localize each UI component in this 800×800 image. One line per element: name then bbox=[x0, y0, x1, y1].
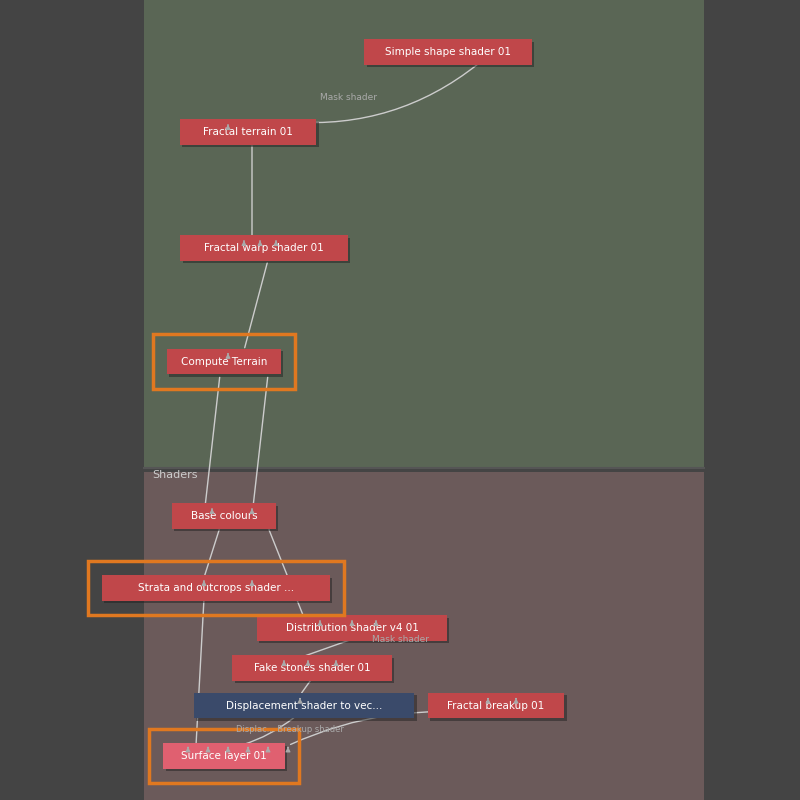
FancyBboxPatch shape bbox=[365, 39, 532, 65]
FancyBboxPatch shape bbox=[172, 503, 276, 529]
Text: Displacement shader to vec...: Displacement shader to vec... bbox=[226, 701, 382, 710]
Text: Fractal warp shader 01: Fractal warp shader 01 bbox=[204, 243, 324, 253]
FancyBboxPatch shape bbox=[427, 693, 565, 718]
FancyBboxPatch shape bbox=[194, 693, 414, 718]
Text: Base colours: Base colours bbox=[190, 511, 258, 521]
FancyBboxPatch shape bbox=[167, 349, 281, 374]
FancyBboxPatch shape bbox=[179, 119, 316, 145]
Text: Simple shape shader 01: Simple shape shader 01 bbox=[385, 47, 511, 57]
FancyBboxPatch shape bbox=[234, 658, 394, 683]
Text: Strata and outcrops shader ...: Strata and outcrops shader ... bbox=[138, 583, 294, 593]
FancyBboxPatch shape bbox=[257, 615, 447, 641]
Text: Fake stones shader 01: Fake stones shader 01 bbox=[254, 663, 370, 673]
FancyBboxPatch shape bbox=[182, 122, 318, 147]
Text: Shaders: Shaders bbox=[152, 470, 198, 480]
FancyBboxPatch shape bbox=[181, 235, 348, 261]
Text: Compute Terrain: Compute Terrain bbox=[181, 357, 267, 366]
FancyBboxPatch shape bbox=[105, 578, 333, 603]
FancyBboxPatch shape bbox=[163, 743, 285, 769]
FancyBboxPatch shape bbox=[196, 695, 417, 721]
FancyBboxPatch shape bbox=[170, 351, 283, 377]
Text: Fractal terrain 01: Fractal terrain 01 bbox=[203, 127, 293, 137]
FancyBboxPatch shape bbox=[232, 655, 392, 681]
Text: Distribution shader v4 01: Distribution shader v4 01 bbox=[286, 623, 418, 633]
FancyBboxPatch shape bbox=[174, 506, 278, 531]
FancyBboxPatch shape bbox=[144, 472, 704, 800]
FancyBboxPatch shape bbox=[144, 0, 704, 468]
Text: Fractal breakup 01: Fractal breakup 01 bbox=[447, 701, 545, 710]
FancyBboxPatch shape bbox=[102, 575, 330, 601]
FancyBboxPatch shape bbox=[259, 618, 450, 643]
Text: Surface layer 01: Surface layer 01 bbox=[181, 751, 267, 761]
Text: Displac... Breakup shader: Displac... Breakup shader bbox=[236, 726, 344, 734]
Text: Mask shader: Mask shader bbox=[320, 93, 377, 102]
FancyBboxPatch shape bbox=[166, 746, 287, 771]
FancyBboxPatch shape bbox=[430, 695, 566, 721]
Text: Mask shader: Mask shader bbox=[372, 635, 429, 644]
FancyBboxPatch shape bbox=[183, 238, 350, 263]
FancyBboxPatch shape bbox=[367, 42, 534, 67]
